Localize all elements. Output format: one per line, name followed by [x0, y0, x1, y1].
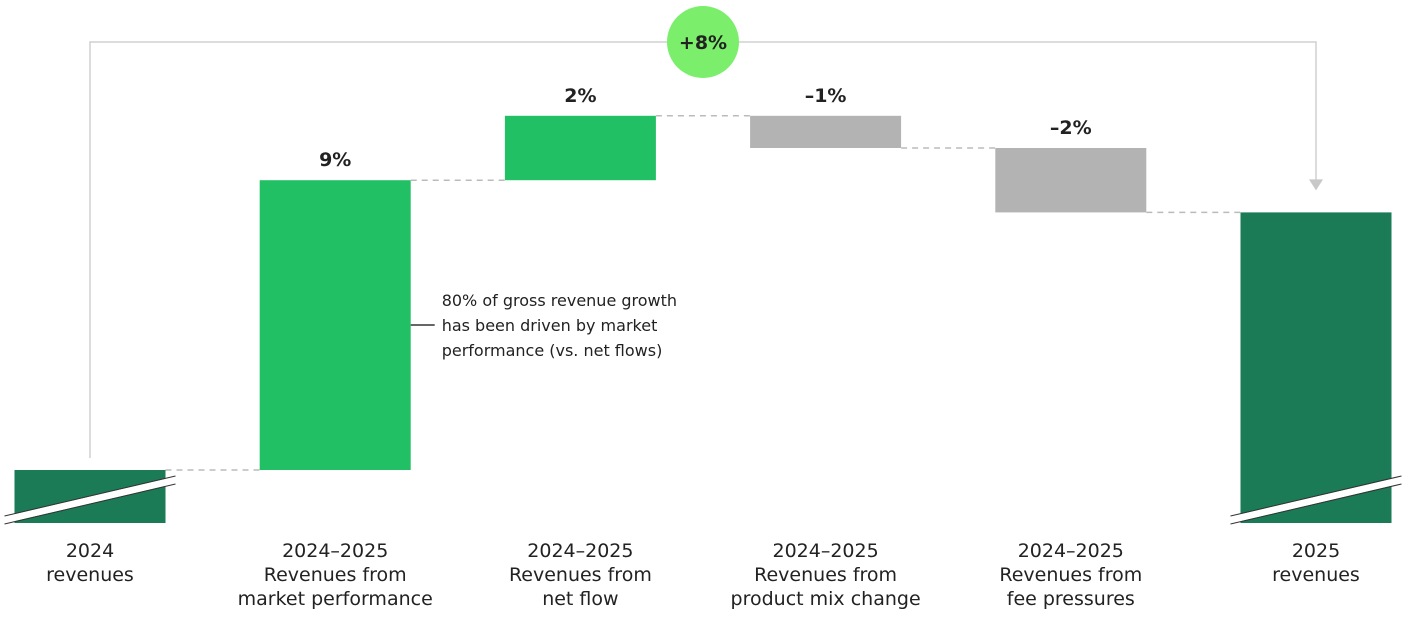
category-label: 2025 revenues	[1272, 540, 1360, 586]
break-edge	[1230, 475, 1402, 517]
bar	[504, 115, 656, 181]
category-label: 2024–2025 Revenues from net flow	[508, 540, 652, 610]
break-mark	[3, 476, 177, 524]
value-label: 9%	[319, 149, 351, 171]
break-edge	[1230, 483, 1402, 525]
value-label: –1%	[805, 85, 847, 107]
arrow-head	[1309, 179, 1323, 191]
annotation: 80% of gross revenue growth has been dri…	[441, 291, 678, 360]
end-bar	[1240, 212, 1392, 523]
break-edge	[4, 475, 176, 517]
category-label: 2024–2025 Revenues from market performan…	[237, 540, 433, 610]
value-label: –2%	[1050, 117, 1092, 139]
break-edge	[4, 483, 176, 525]
total-label: +8%	[679, 32, 727, 54]
category-label: 2024 revenues	[46, 540, 134, 586]
category-label: 2024–2025 Revenues from fee pressures	[999, 540, 1143, 610]
bar	[259, 180, 411, 470]
bar	[750, 115, 902, 148]
value-label: 2%	[564, 85, 596, 107]
break-mark	[1229, 476, 1403, 524]
bar	[995, 148, 1147, 213]
total-badge	[667, 6, 739, 78]
category-label: 2024–2025 Revenues from product mix chan…	[730, 540, 921, 610]
